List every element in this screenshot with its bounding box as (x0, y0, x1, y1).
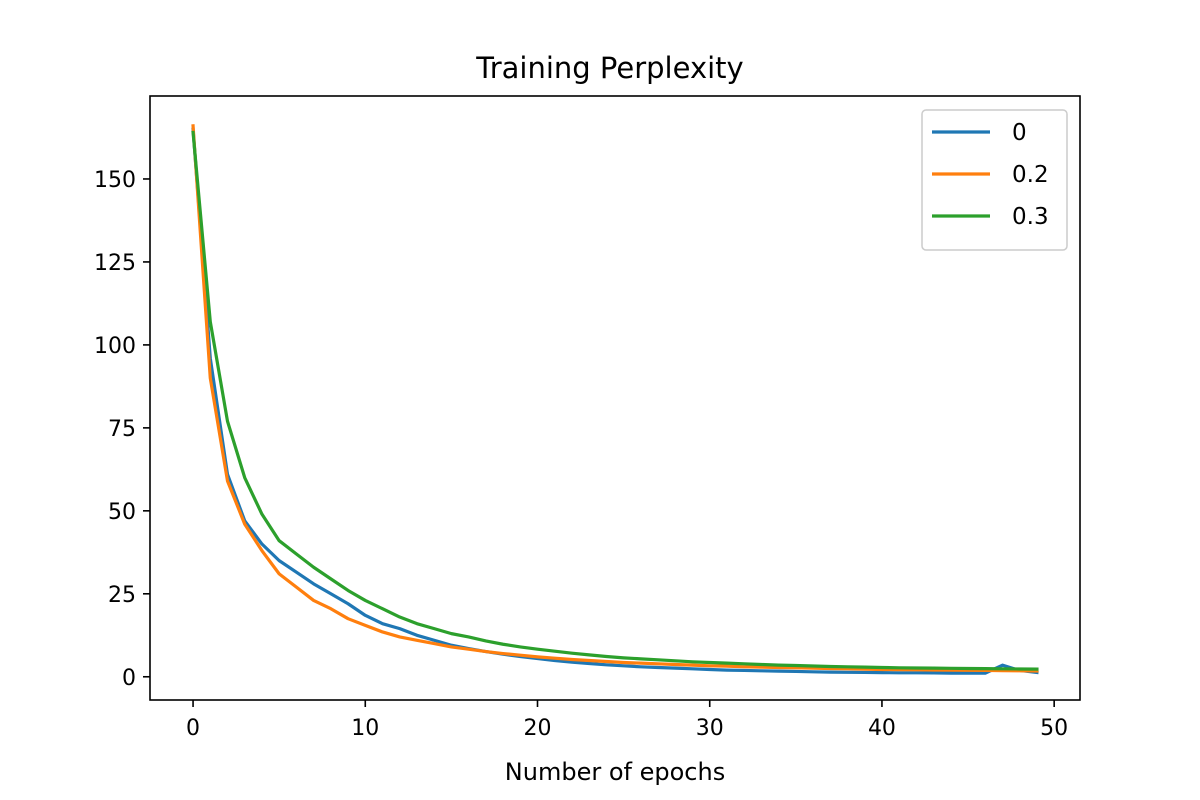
x-tick-label: 10 (351, 716, 379, 741)
x-tick-label: 40 (868, 716, 896, 741)
x-axis-label: Number of epochs (505, 758, 725, 786)
y-tick-label: 150 (94, 168, 136, 193)
plot-frame (149, 95, 1081, 701)
x-tick-label: 0 (186, 716, 200, 741)
legend-label-1: 0.2 (1012, 162, 1049, 188)
y-tick-label: 50 (108, 500, 136, 525)
series-layer (191, 124, 1039, 675)
y-tick-label: 125 (94, 251, 136, 276)
y-tick-label: 75 (108, 417, 136, 442)
series-line-0 (191, 127, 1039, 675)
x-axis: 0 10 20 30 40 50 (186, 700, 1068, 741)
legend-label-2: 0.3 (1012, 204, 1049, 230)
chart-title: Training Perplexity (475, 51, 743, 85)
series-line-2 (191, 130, 1039, 671)
legend-label-0: 0 (1012, 120, 1027, 146)
x-tick-label: 30 (696, 716, 724, 741)
x-tick-label: 50 (1040, 716, 1068, 741)
x-tick-label: 20 (524, 716, 552, 741)
series-line-1 (191, 124, 1039, 673)
legend: 0 0.2 0.3 (921, 109, 1068, 251)
y-axis: 0 25 50 75 100 125 150 (94, 168, 150, 691)
y-tick-label: 0 (122, 666, 136, 691)
y-tick-label: 25 (108, 583, 136, 608)
y-tick-label: 100 (94, 334, 136, 359)
